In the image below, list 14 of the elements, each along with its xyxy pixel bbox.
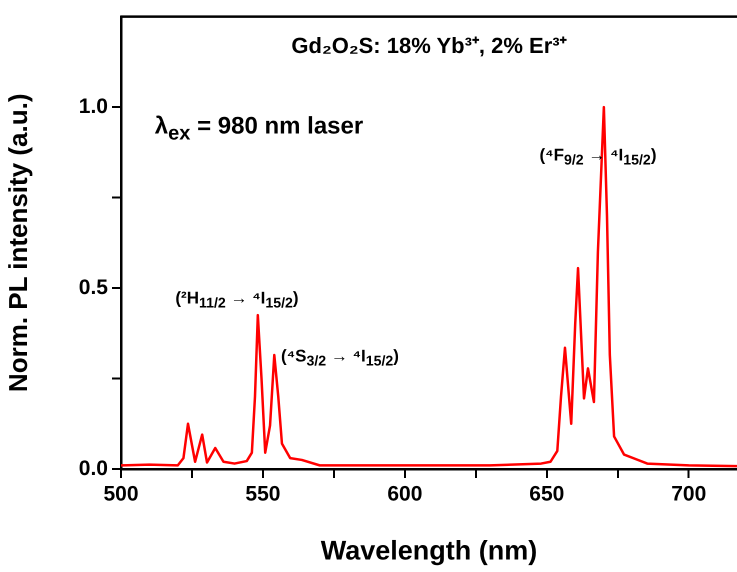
y-tick-label: 0.5 [78,276,108,299]
x-tick-label: 700 [671,482,706,506]
y-tick-label: 0.0 [78,456,108,480]
y-tick-label: 1.0 [78,94,108,118]
x-axis-title: Wavelength (nm) [320,535,538,566]
x-tick-label: 600 [387,482,422,506]
annotation: (⁴S$_{3/2}$ → ⁴I$_{15/2}$) [281,346,399,370]
annotation: λ$_{ex}$ = 980 nm laser [154,112,364,145]
x-tick-label: 650 [529,482,564,506]
y-axis-title: Norm. PL intensity (a.u.) [2,94,33,392]
x-tick-label: 550 [245,482,280,506]
x-tick-label: 500 [103,482,139,506]
annotation: (²H$_{11/2}$ → ⁴I$_{15/2}$) [175,288,299,312]
text: Gd₂O₂S: 18% Yb³⁺, 2% Er³⁺ [290,32,568,59]
